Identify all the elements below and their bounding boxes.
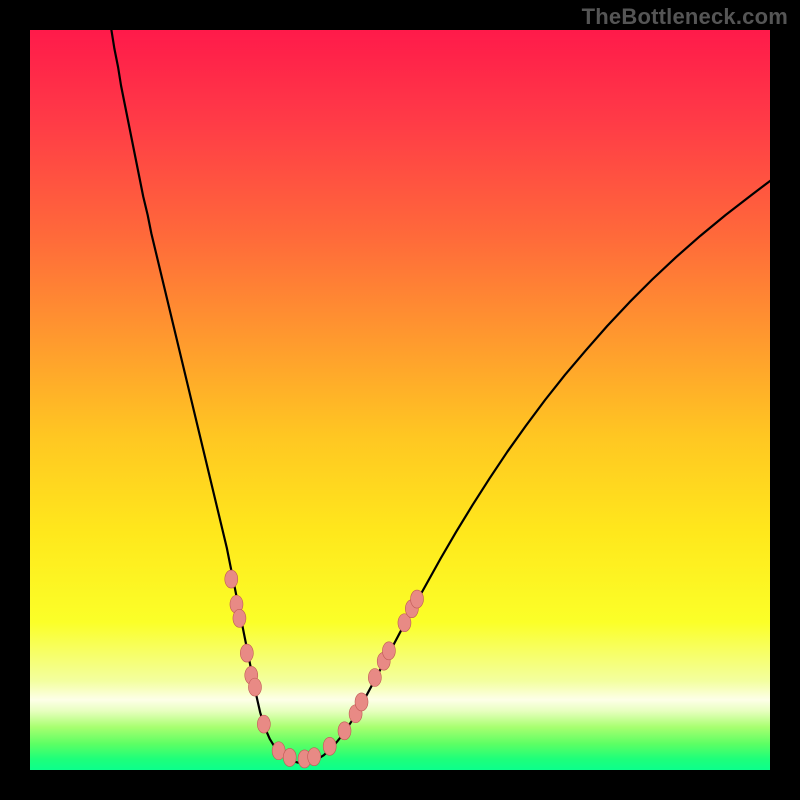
curve-marker xyxy=(283,748,296,766)
curve-marker xyxy=(248,678,261,696)
chart-container: TheBottleneck.com xyxy=(0,0,800,800)
curve-marker xyxy=(257,715,270,733)
curve-marker xyxy=(225,570,238,588)
curve-marker xyxy=(323,737,336,755)
curve-marker xyxy=(382,642,395,660)
curve-marker xyxy=(240,644,253,662)
curve-marker xyxy=(308,748,321,766)
curve-marker xyxy=(233,609,246,627)
curve-marker xyxy=(368,669,381,687)
curve-marker xyxy=(355,693,368,711)
curve-marker xyxy=(338,722,351,740)
curve-marker xyxy=(411,590,424,608)
bottleneck-curve-plot xyxy=(0,0,800,800)
watermark-text: TheBottleneck.com xyxy=(582,4,788,30)
plot-background xyxy=(30,30,770,770)
